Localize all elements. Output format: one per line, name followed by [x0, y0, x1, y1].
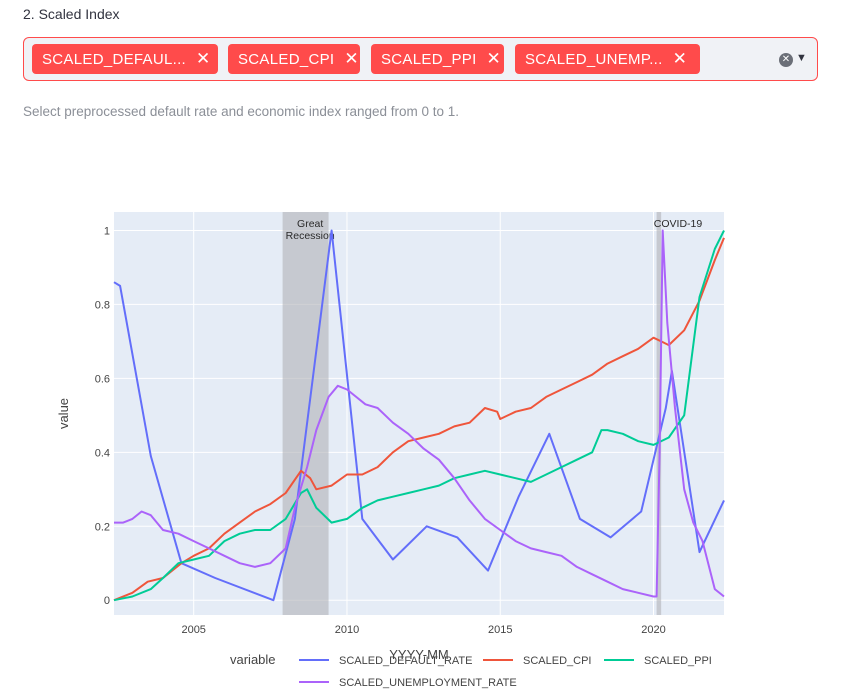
x-tick-label: 2015	[488, 624, 512, 636]
section-label: 2. Scaled Index	[23, 6, 120, 22]
series-line-default_rate	[113, 229, 725, 602]
plot-area	[114, 212, 724, 615]
remove-chip-icon[interactable]: ✕	[486, 49, 502, 68]
chip-ppi[interactable]: SCALED_PPI ✕	[371, 44, 504, 74]
chevron-down-icon[interactable]: ▼	[796, 52, 807, 64]
remove-chip-icon[interactable]: ✕	[672, 49, 688, 68]
legend-label: SCALED_CPI	[523, 655, 591, 667]
annotation-label: COVID-19	[654, 218, 703, 230]
chip-label: SCALED_UNEMP...	[525, 50, 663, 68]
chip-default-rate[interactable]: SCALED_DEFAUL... ✕	[32, 44, 218, 74]
series-line-cpi	[113, 237, 725, 602]
recession-band	[282, 212, 329, 615]
chip-cpi[interactable]: SCALED_CPI ✕	[228, 44, 360, 74]
x-tick-label: 2005	[181, 624, 205, 636]
series-line-unemployment	[114, 229, 725, 598]
legend-label: SCALED_DEFAULT_RATE	[339, 655, 472, 667]
y-tick-label: 1	[104, 225, 110, 237]
annotation-label: Recession	[286, 230, 335, 242]
legend-label: SCALED_PPI	[644, 655, 712, 667]
x-tick-label: 2010	[335, 624, 359, 636]
x-tick-label: 2020	[641, 624, 665, 636]
clear-all-icon[interactable]: ✕	[779, 53, 793, 67]
y-tick-label: 0	[104, 595, 110, 607]
y-axis-title: value	[56, 398, 71, 429]
x-axis-title: YYYY-MM	[389, 647, 448, 662]
index-multiselect[interactable]: SCALED_DEFAUL... ✕ SCALED_CPI ✕ SCALED_P…	[23, 37, 818, 81]
chip-unemployment[interactable]: SCALED_UNEMP... ✕	[515, 44, 700, 74]
series-line-ppi	[113, 230, 725, 602]
legend-title: variable	[230, 652, 276, 667]
help-text: Select preprocessed default rate and eco…	[23, 104, 460, 119]
legend-label: SCALED_UNEMPLOYMENT_RATE	[339, 677, 517, 689]
chip-label: SCALED_CPI	[238, 50, 335, 68]
y-tick-label: 0.4	[95, 447, 110, 459]
y-tick-label: 0.2	[95, 521, 110, 533]
y-tick-label: 0.8	[95, 299, 110, 311]
recession-band	[656, 212, 662, 615]
chip-label: SCALED_PPI	[381, 50, 477, 68]
remove-chip-icon[interactable]: ✕	[196, 49, 211, 68]
remove-chip-icon[interactable]: ✕	[344, 49, 359, 68]
annotation-label: Great	[297, 218, 323, 230]
y-tick-label: 0.6	[95, 373, 110, 385]
chip-label: SCALED_DEFAUL...	[42, 50, 187, 68]
